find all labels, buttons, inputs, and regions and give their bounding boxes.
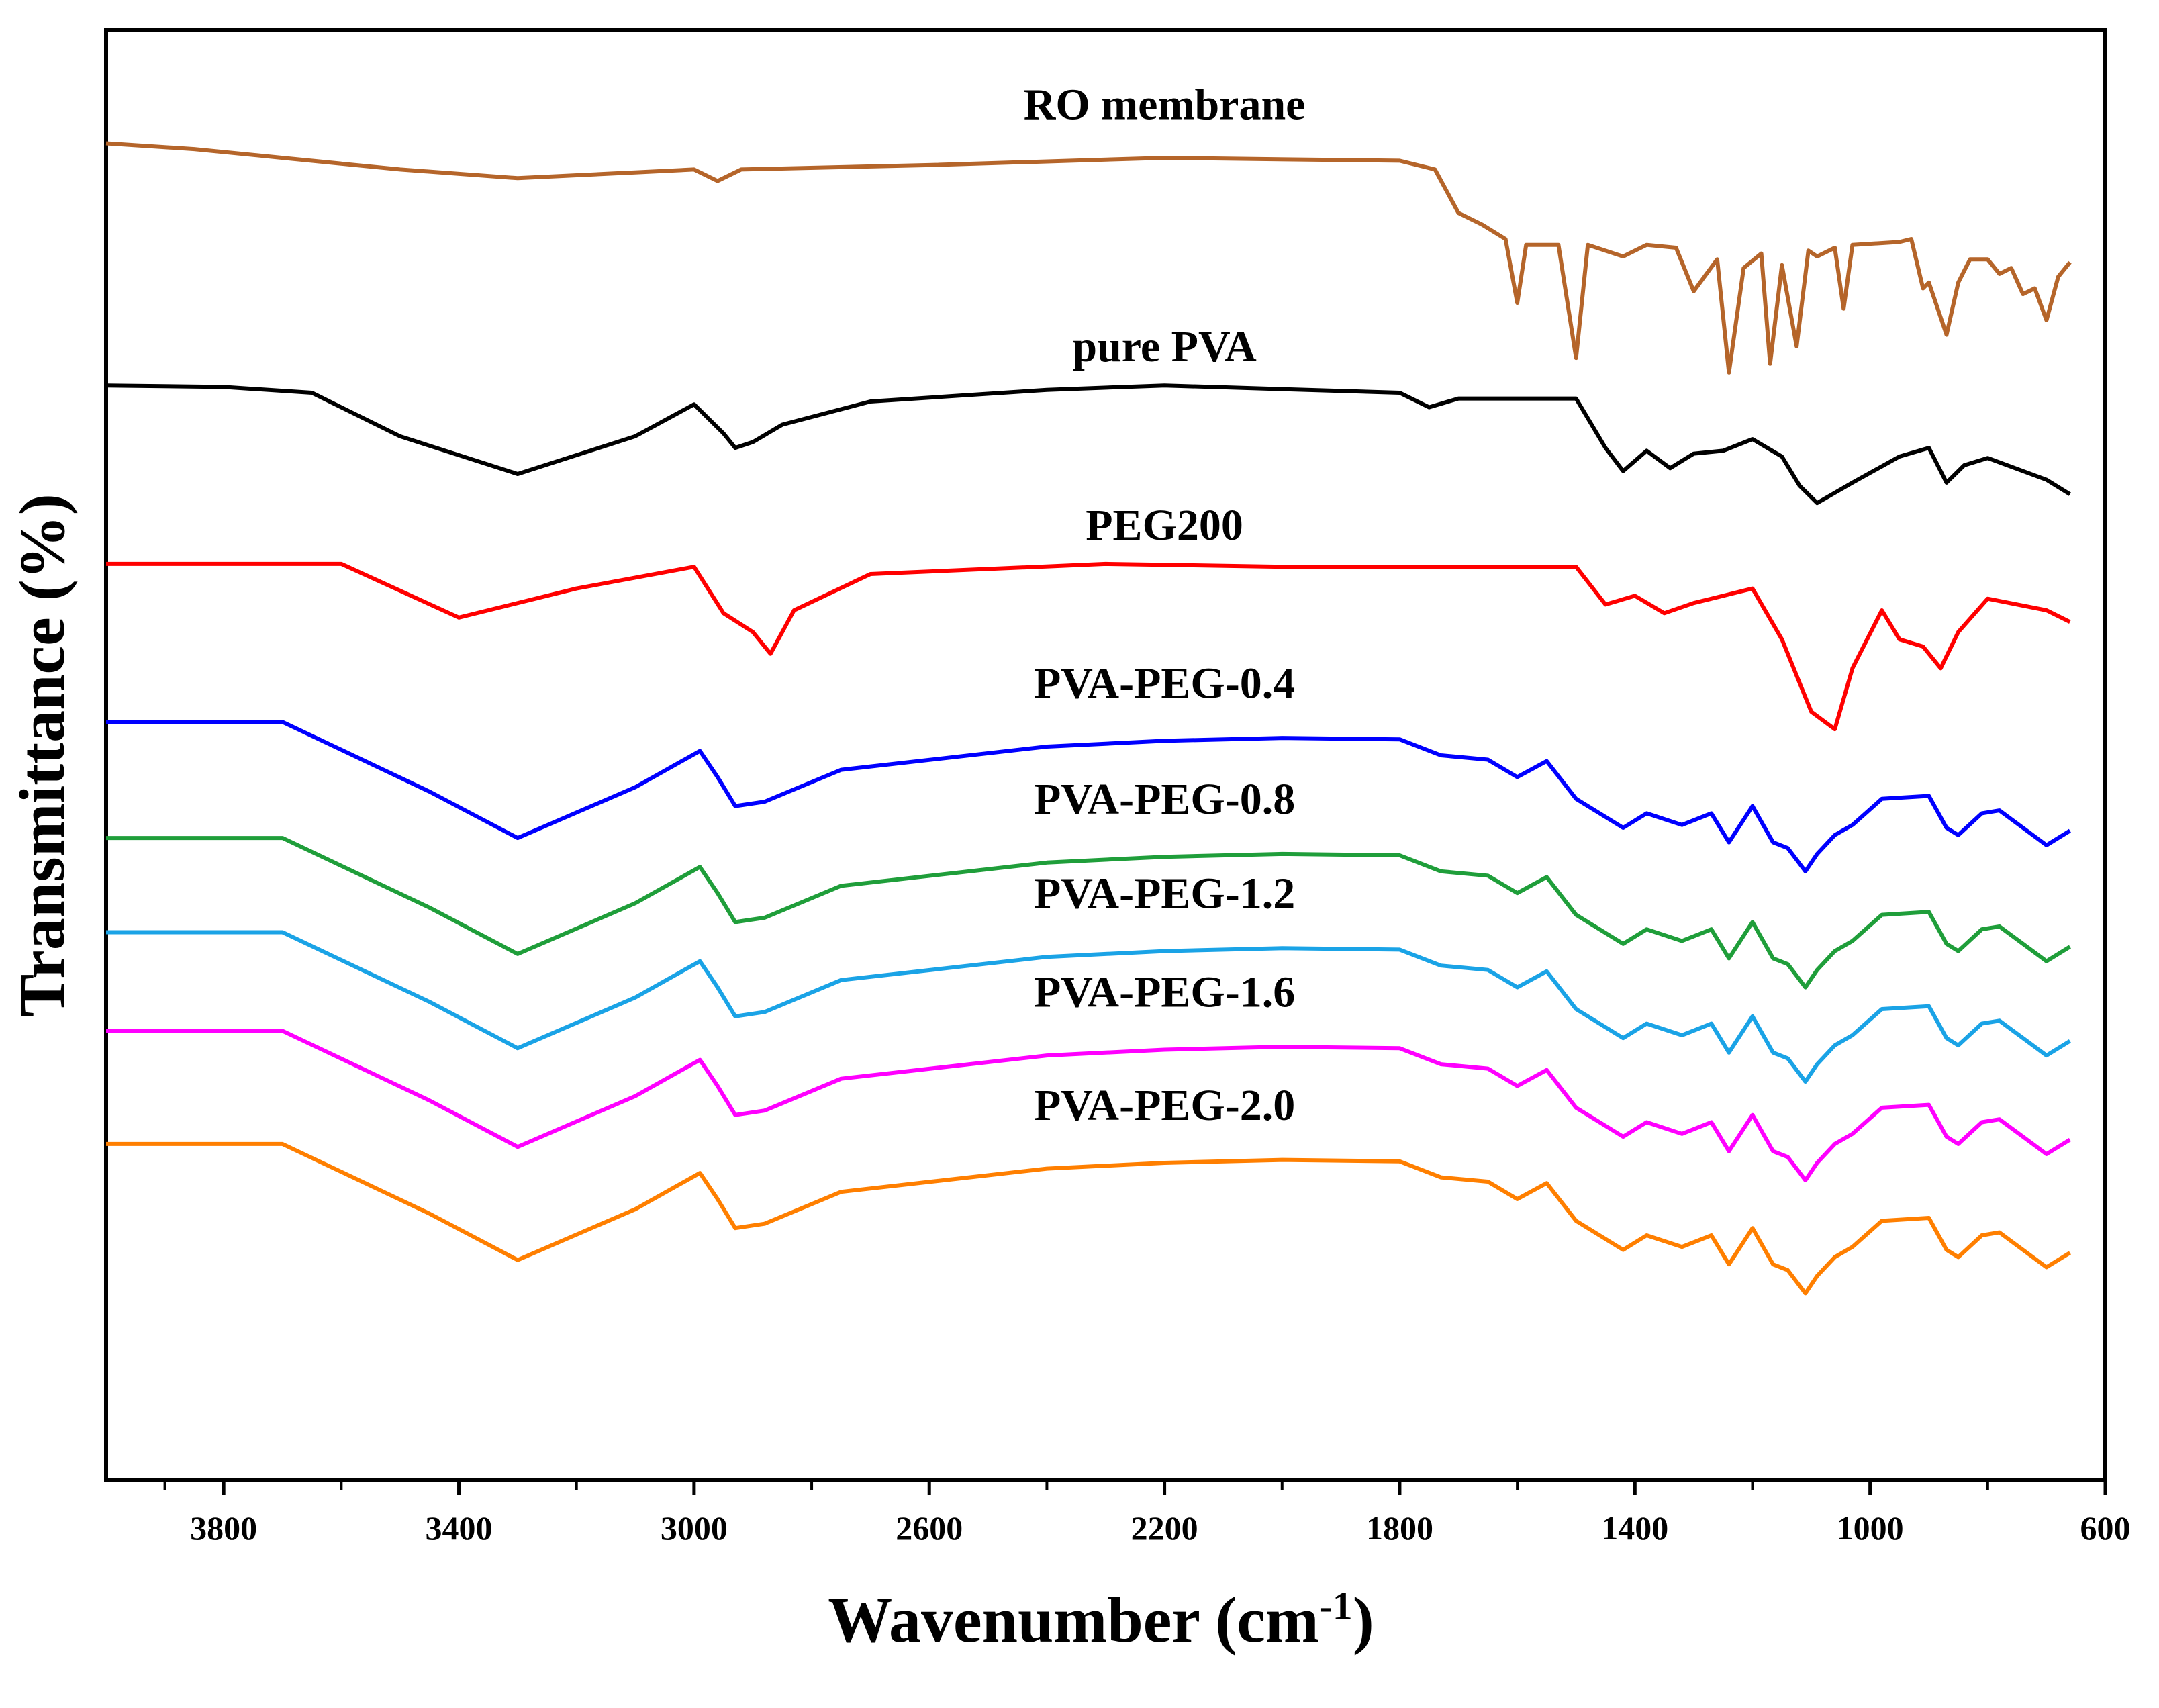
series-line-pva-peg-1-6 [106,1029,2071,1182]
x-axis-title: Wavenumber (cm-1) [828,1584,1374,1656]
x-axis-title-close: ) [1353,1584,1374,1656]
series-line-peg200 [106,561,2071,732]
x-tick-label: 1800 [1366,1509,1433,1547]
series-lines [105,141,2072,1296]
series-label-peg200: PEG200 [1086,501,1243,550]
series-line-ro-membrane [105,141,2072,375]
x-axis-title-sup: -1 [1319,1584,1353,1628]
series-label-pure-pva: pure PVA [1072,322,1257,371]
series-label-pva-peg-1-2: PVA-PEG-1.2 [1034,869,1295,918]
series-label-pva-peg-2-0: PVA-PEG-2.0 [1034,1081,1295,1130]
series-label-ro-membrane: RO membrane [1024,80,1306,129]
series-label-pva-peg-0-4: PVA-PEG-0.4 [1034,659,1295,708]
series-labels: RO membrane pure PVA PEG200 PVA-PEG-0.4 PVA-… [1024,80,1306,1129]
x-tick-label: 2600 [896,1509,963,1547]
series-line-pva-peg-2-0 [106,1141,2071,1296]
x-axis-ticks: 3800 3400 3000 2600 2200 1800 1400 1000 600 [163,1480,2131,1547]
series-line-pure-pva [105,383,2071,506]
series-line-pva-peg-0-4 [106,720,2071,873]
series-label-pva-peg-0-8: PVA-PEG-0.8 [1034,775,1295,824]
x-axis-title-main: Wavenumber (cm [828,1584,1318,1656]
y-axis-title: Transmittance (%) [6,493,78,1016]
x-tick-label: 600 [2080,1509,2131,1547]
series-line-pva-peg-0-8 [106,836,2071,990]
x-tick-label: 1400 [1601,1509,1668,1547]
x-tick-label: 3400 [426,1509,493,1547]
x-tick-label: 1000 [1837,1509,1904,1547]
x-tick-label: 3800 [190,1509,257,1547]
series-label-pva-peg-1-6: PVA-PEG-1.6 [1034,967,1295,1016]
x-tick-label: 3000 [661,1509,728,1547]
series-line-pva-peg-1-2 [106,930,2071,1084]
x-tick-label: 2200 [1131,1509,1198,1547]
plot-frame [104,28,2107,1482]
